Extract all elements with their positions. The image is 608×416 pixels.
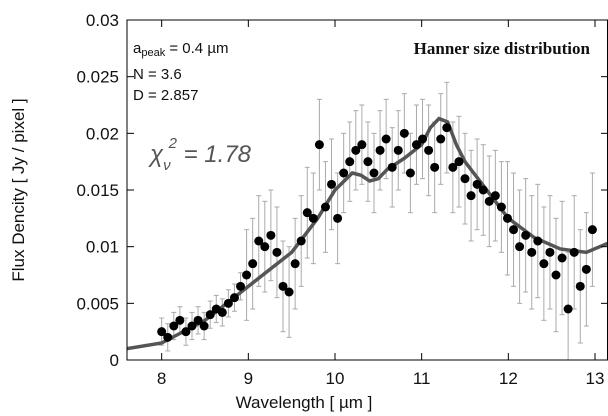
data-point [363,157,373,167]
x-tick-label: 11 [413,369,431,388]
data-point [515,242,525,252]
data-point [339,168,349,178]
data-point [193,315,203,325]
data-point [442,123,452,133]
data-point [551,270,561,280]
data-point [521,230,531,240]
data-point [472,179,482,189]
data-point [527,247,537,257]
data-point [430,162,440,172]
data-point [327,179,337,189]
data-point [248,259,258,269]
data-point [509,225,519,235]
data-point [205,310,215,320]
data-point [369,168,379,178]
chart-title: Hanner size distribution [414,39,591,58]
data-point [260,242,270,252]
data-point [157,327,167,337]
data-point [296,236,306,246]
y-axis-title: Flux Dencity [ Jy / pixel ] [9,98,28,281]
data-point [381,134,391,144]
data-point [393,145,403,155]
data-point [557,253,567,263]
annotation: χν2 = 1.78 [148,135,252,174]
data-point [466,191,476,201]
y-tick-label: 0.015 [76,181,119,200]
data-point [217,307,227,317]
data-point [187,321,197,331]
data-point [587,225,597,235]
data-point [242,270,252,280]
x-tick-label: 8 [157,369,166,388]
data-point [181,327,191,337]
plot-area [127,81,608,360]
data-point [484,196,494,206]
y-tick-label: 0.01 [86,238,119,257]
data-point [448,162,458,172]
y-tick-label: 0.02 [86,124,119,143]
data-point [254,236,264,246]
y-tick-label: 0 [110,351,119,370]
data-point [496,202,506,212]
annotation: N = 3.6 [133,66,182,83]
data-point [405,168,415,178]
data-point [569,247,579,257]
data-point [266,230,276,240]
data-point [411,140,421,150]
x-tick-label: 13 [586,369,605,388]
data-point [351,145,361,155]
y-tick-label: 0.025 [76,68,119,87]
data-point [314,140,324,150]
data-point [199,321,209,331]
data-point [236,281,246,291]
data-point [229,293,239,303]
data-point [345,157,355,167]
data-point [490,191,500,201]
data-point [454,157,464,167]
y-tick-label: 0.005 [76,294,119,313]
data-point [478,185,488,195]
data-point [284,287,294,297]
data-point [302,208,312,218]
data-point [175,315,185,325]
data-point [272,247,282,257]
data-point [563,304,573,314]
annotation: apeak = 0.4 µm [133,40,228,59]
data-point [320,202,330,212]
y-tick-label: 0.03 [86,11,119,30]
data-point [436,134,446,144]
data-point [399,128,409,138]
data-point [539,259,549,269]
data-point [424,145,434,155]
x-tick-label: 12 [499,369,518,388]
data-point [533,236,543,246]
data-point [169,321,179,331]
data-point [375,145,385,155]
plot-frame [126,19,608,361]
data-point [308,213,318,223]
data-point [575,281,585,291]
x-tick-label: 10 [326,369,345,388]
x-tick-label: 9 [244,369,253,388]
annotation: D = 2.857 [133,87,198,104]
data-point [290,259,300,269]
data-point [357,140,367,150]
data-point [460,174,470,184]
data-point [581,264,591,274]
data-point [387,162,397,172]
data-point [502,213,512,223]
data-point [163,332,173,342]
data-point [223,298,233,308]
data-point [333,213,343,223]
data-point [545,247,555,257]
data-point [418,134,428,144]
x-axis-title: Wavelength [ µm ] [236,393,373,412]
data-point [278,281,288,291]
